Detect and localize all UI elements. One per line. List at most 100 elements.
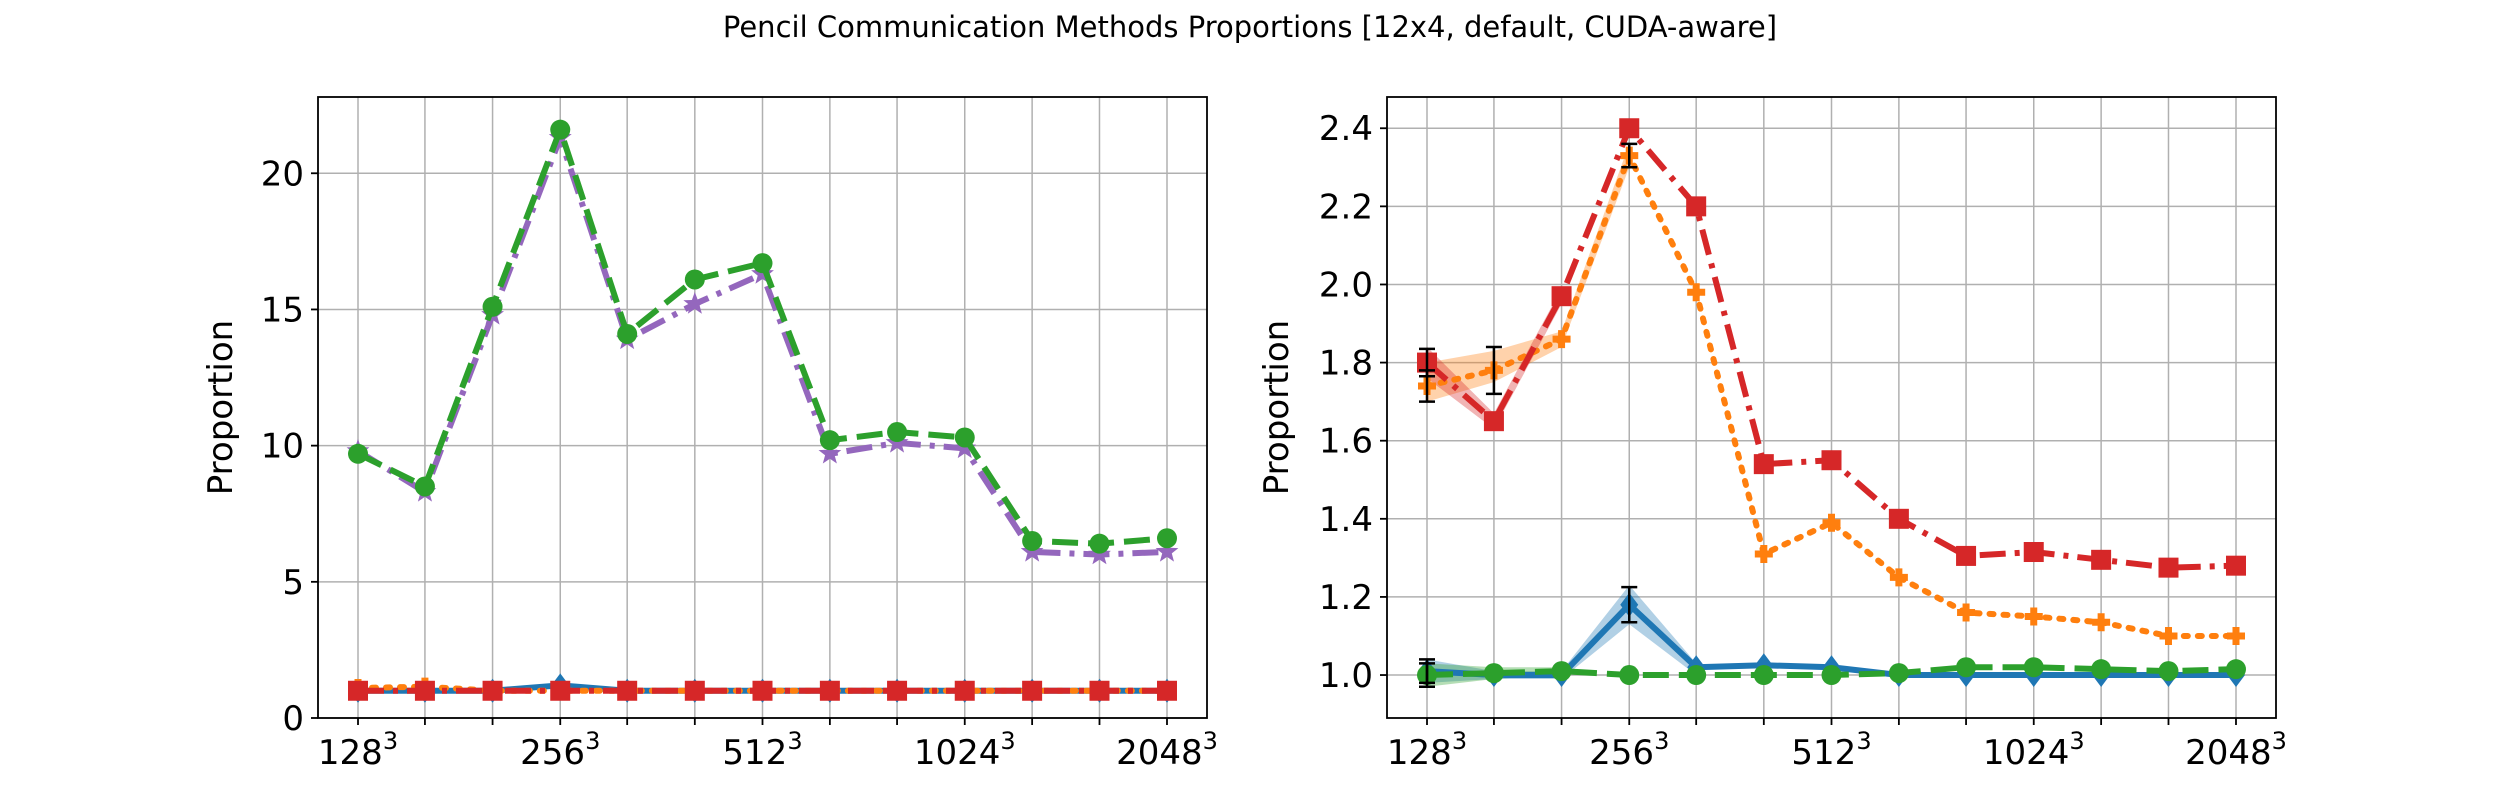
error-bar <box>1419 662 1436 689</box>
x-tick-base: 256 <box>520 733 585 773</box>
y-axis-label: Proportion <box>201 320 241 495</box>
series-3-point <box>1753 665 1774 686</box>
x-tick-base: 128 <box>318 733 383 773</box>
series-5-point <box>1156 680 1177 701</box>
series-4-point <box>2158 557 2179 578</box>
series-2-point <box>1687 283 1706 302</box>
series-2-point <box>1754 544 1773 563</box>
series-3-point <box>1686 665 1707 686</box>
series-3-point <box>1551 661 1572 682</box>
series-2-point <box>2092 613 2111 632</box>
y-tick-label: 20 <box>261 154 304 194</box>
y-tick-label: 10 <box>261 427 304 467</box>
series-4-point <box>1888 508 1909 529</box>
y-tick-label: 1.2 <box>1319 578 1373 618</box>
error-bar <box>1621 585 1638 624</box>
series-5-point <box>414 680 435 701</box>
x-tick-label: 2563 <box>1589 727 1669 773</box>
series-3-point <box>2158 661 2179 682</box>
y-tick-label: 2.4 <box>1319 109 1373 149</box>
y-tick-label: 0 <box>282 699 304 739</box>
series-4-point <box>1821 450 1842 471</box>
x-tick-label: 10243 <box>1983 727 2085 773</box>
series-3-point <box>1888 663 1909 684</box>
x-tick-exponent: 3 <box>1452 727 1467 755</box>
x-tick-exponent: 3 <box>1203 727 1218 755</box>
series-4-point <box>348 443 369 464</box>
x-tick-label: 10243 <box>914 727 1016 773</box>
y-tick-label: 1.6 <box>1319 422 1373 462</box>
figure-title: Pencil Communication Methods Proportions… <box>722 10 1778 44</box>
series-5-point <box>1089 680 1110 701</box>
series-4-point <box>617 323 638 344</box>
y-tick-label: 1.0 <box>1319 656 1373 696</box>
error-bar <box>1419 347 1436 378</box>
series-4-point <box>684 269 705 290</box>
x-tick-base: 1024 <box>1983 733 2070 773</box>
x-tick-exponent: 3 <box>1654 727 1669 755</box>
series-3-point <box>2023 657 2044 678</box>
series-4-point <box>1089 533 1110 554</box>
series-4-point <box>1022 530 1043 551</box>
series-4-point <box>954 427 975 448</box>
x-tick-exponent: 3 <box>585 727 600 755</box>
series-5-point <box>1022 680 1043 701</box>
x-tick-exponent: 3 <box>1856 727 1871 755</box>
series-4-point <box>2023 542 2044 563</box>
series-4-point <box>482 296 503 317</box>
series-2-point <box>2227 626 2245 645</box>
x-tick-base: 2048 <box>1116 733 1203 773</box>
series-3-point <box>1483 663 1504 684</box>
series-2-point <box>2159 626 2178 645</box>
y-axis-label: Proportion <box>1257 320 1297 495</box>
series-4-point <box>1686 196 1707 217</box>
series-3-point <box>818 441 842 464</box>
series-2-point <box>1889 568 1908 587</box>
series-4-point <box>819 430 840 451</box>
series-4-point <box>752 253 773 274</box>
series-5-point <box>887 680 908 701</box>
x-tick-exponent: 3 <box>2272 727 2287 755</box>
series-3-point <box>683 292 707 314</box>
y-tick-label: 1.8 <box>1319 344 1373 384</box>
series-4-point <box>414 476 435 497</box>
series-3-point <box>1956 657 1977 678</box>
series-4-point <box>1483 411 1504 432</box>
x-tick-base: 1024 <box>914 733 1001 773</box>
error-bar <box>1621 142 1638 169</box>
series-5-point <box>752 680 773 701</box>
series-5-point <box>954 680 975 701</box>
series-5-point <box>348 680 369 701</box>
error-bar <box>1485 345 1502 396</box>
series-2-point <box>2024 607 2043 626</box>
series-4-band <box>1427 288 1562 429</box>
series-4-point <box>550 119 571 140</box>
y-tick-label: 2.2 <box>1319 187 1373 227</box>
x-tick-label: 5123 <box>1791 727 1871 773</box>
series-4-point <box>1956 545 1977 566</box>
series-3-point <box>2091 659 2112 680</box>
series-4-point <box>2091 549 2112 570</box>
series-4-point <box>1753 454 1774 475</box>
x-tick-label: 20483 <box>2185 727 2287 773</box>
x-tick-base: 256 <box>1589 733 1654 773</box>
series-5-point <box>617 680 638 701</box>
series-5-point <box>684 680 705 701</box>
series-5-point <box>819 680 840 701</box>
x-tick-exponent: 3 <box>2069 727 2084 755</box>
y-tick-label: 5 <box>282 563 304 603</box>
y-tick-label: 1.4 <box>1319 500 1373 540</box>
x-tick-exponent: 3 <box>1000 727 1015 755</box>
x-tick-exponent: 3 <box>383 727 398 755</box>
series-2-point <box>1822 513 1841 532</box>
series-4-point <box>1551 286 1572 307</box>
series-3-point <box>1619 665 1640 686</box>
series-5-point <box>482 680 503 701</box>
series-4-point <box>2225 555 2246 576</box>
series-4-point <box>1156 528 1177 549</box>
x-tick-label: 1283 <box>1387 727 1467 773</box>
series-5-point <box>550 680 571 701</box>
